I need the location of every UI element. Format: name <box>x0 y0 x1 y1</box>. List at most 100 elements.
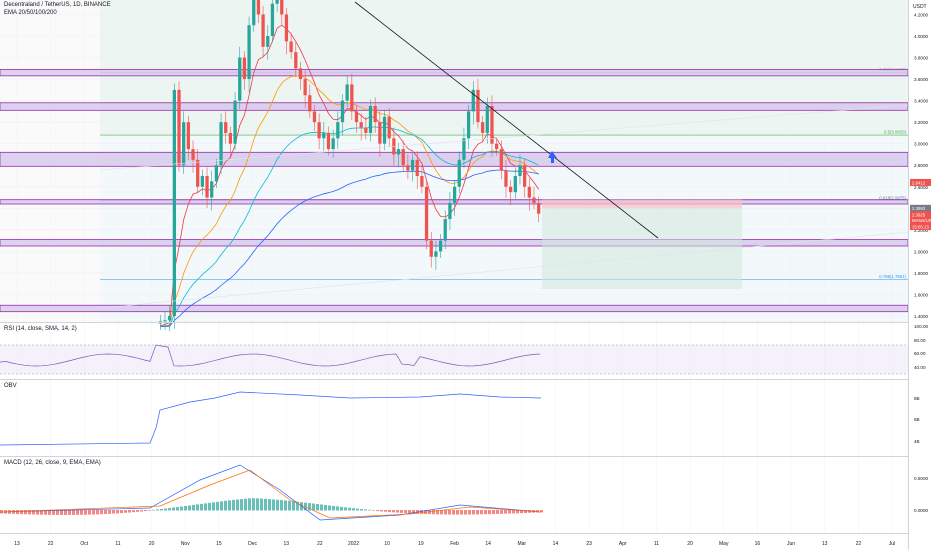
stop-zone <box>542 199 742 209</box>
symbol-title: Decentraland / TetherUS, 1D, BINANCE <box>4 2 111 8</box>
macd-histogram-bar <box>216 501 219 511</box>
candle-body <box>345 84 349 101</box>
price-badge-label: 15:05:13 <box>912 224 929 229</box>
macd-histogram-bar <box>100 510 103 515</box>
time-tick-label: 20 <box>149 541 155 547</box>
time-tick-label: 11 <box>115 541 120 547</box>
price-badge <box>910 178 931 186</box>
macd-histogram-bar <box>168 507 171 511</box>
rsi-tick-label: 100.00 <box>914 324 928 329</box>
supply-demand-zone <box>0 68 909 77</box>
macd-line <box>0 464 542 521</box>
obv-tick-label: 8B <box>914 396 920 401</box>
macd-histogram-bar <box>172 507 175 511</box>
candle-body <box>275 0 279 4</box>
rsi-band <box>0 345 908 374</box>
candle-body <box>294 52 298 69</box>
candle-body <box>168 316 172 321</box>
ema-100-line <box>160 126 539 327</box>
time-tick-label: Mar <box>517 541 526 547</box>
candle-body <box>219 122 223 166</box>
trendline[interactable] <box>99 1 909 309</box>
candle-body <box>177 89 181 166</box>
time-tick-label: Oct <box>80 541 88 547</box>
target-zone <box>542 208 742 290</box>
macd-histogram-bar <box>392 510 395 513</box>
macd-histogram-bar <box>404 510 407 514</box>
candle-body <box>270 3 275 37</box>
macd-histogram-bar <box>48 510 51 515</box>
candle-body <box>280 0 284 15</box>
candle-body <box>448 202 452 220</box>
macd-histogram-bar <box>120 510 123 514</box>
candle-body <box>233 100 237 144</box>
macd-histogram-bar <box>452 510 455 515</box>
macd-histogram-bar <box>372 510 375 511</box>
macd-histogram-bar <box>536 510 539 513</box>
ema-indicator-label[interactable]: EMA 20/50/100/200 <box>4 10 57 16</box>
macd-histogram-bar <box>524 510 527 513</box>
macd-histogram-bar <box>104 510 107 515</box>
candle-body <box>163 320 167 322</box>
short-position-tool[interactable] <box>542 199 742 290</box>
macd-histogram-bar <box>84 510 87 515</box>
price-tick-label: 2.6000 <box>914 185 928 190</box>
macd-histogram-bar <box>156 509 159 511</box>
macd-histogram-bar <box>176 506 179 511</box>
macd-histogram-bar <box>440 510 443 515</box>
macd-pane: 0.5000 0.0000 <box>0 464 928 521</box>
macd-histogram-bar <box>284 500 287 511</box>
macd-histogram-bar <box>240 499 243 511</box>
macd-histogram-bar <box>68 510 71 515</box>
candle-body <box>350 84 354 112</box>
macd-histogram-bar <box>192 504 195 511</box>
macd-histogram-bar <box>472 510 475 515</box>
candle-body <box>513 176 517 193</box>
candle-body <box>289 41 293 53</box>
rsi-label[interactable]: RSI (14, close, SMA, 14, 2) <box>4 326 77 332</box>
macd-histogram-bar <box>180 506 183 511</box>
macd-histogram-bar <box>108 510 111 514</box>
candle-body <box>228 132 233 144</box>
time-tick-label: 10 <box>384 541 390 547</box>
obv-label[interactable]: OBV <box>4 383 17 389</box>
candle-body <box>452 186 457 203</box>
candle-body <box>224 122 228 133</box>
macd-histogram-bar <box>320 504 323 511</box>
candle-body <box>308 95 312 112</box>
candle-body <box>303 79 307 96</box>
candle-body <box>200 176 205 187</box>
price-axis[interactable]: 4.2000 4.0000 3.8000 3.6000 3.4000 3.2000 3.00… <box>914 12 928 319</box>
candle-body <box>196 159 200 187</box>
macd-histogram-bar <box>80 510 83 515</box>
candle-body <box>317 122 321 139</box>
macd-label[interactable]: MACD (12, 26, close, 9, EMA, EMA) <box>4 460 101 466</box>
price-badge-label: MANA/USDT <box>912 218 932 223</box>
time-tick-label: Dec <box>248 541 257 547</box>
macd-histogram-bar <box>260 498 263 511</box>
macd-histogram-bar <box>312 503 315 511</box>
candle-body <box>326 132 331 150</box>
macd-histogram-bar <box>124 510 127 513</box>
candle-body <box>266 36 270 47</box>
macd-histogram-bar <box>220 501 223 511</box>
candle-body <box>457 159 461 187</box>
candle-body <box>485 106 489 133</box>
time-tick-label: 22 <box>48 541 54 547</box>
macd-histogram-bar <box>164 508 167 511</box>
candle-body <box>480 122 485 133</box>
macd-histogram-bar <box>280 500 283 511</box>
macd-histogram-bar <box>212 502 215 511</box>
macd-histogram-bar <box>484 510 487 515</box>
candle-body <box>238 57 242 101</box>
candle-body <box>424 186 429 241</box>
price-tick-label: 4.2000 <box>914 12 928 17</box>
time-tick-label: 14 <box>485 541 491 547</box>
channel-line <box>99 104 909 171</box>
price-tick-label: 3.8000 <box>914 56 928 61</box>
macd-histogram-bar <box>52 510 55 515</box>
time-axis[interactable]: 13 22 Oct 11 20 Nov 15 Dec 13 22 2022 10 19 Feb 14 Mar 1… <box>14 541 895 547</box>
macd-histogram-bar <box>360 509 363 511</box>
macd-signal-line <box>0 469 542 519</box>
